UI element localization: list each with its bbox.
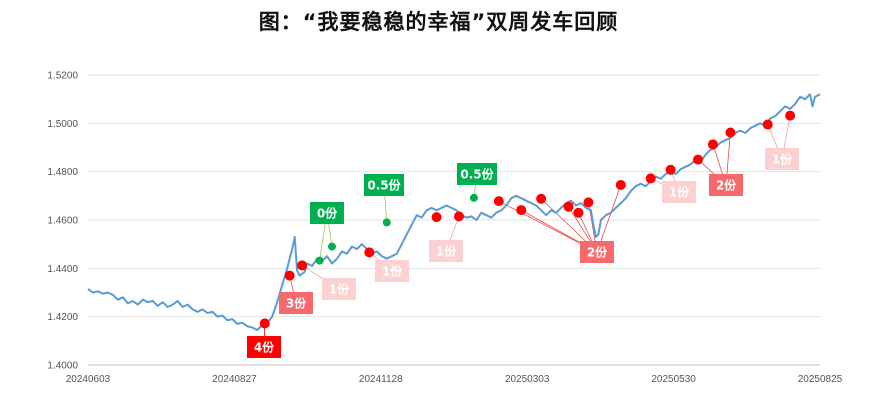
- buy-marker: [693, 154, 703, 165]
- buy-marker: [615, 179, 626, 190]
- buy-marker: [583, 197, 594, 208]
- y-tick-label: 1.5000: [47, 119, 78, 130]
- x-tick-label: 20240827: [212, 374, 257, 385]
- buy-marker: [645, 173, 656, 184]
- chart-title: 图：“我要稳稳的幸福”双周发车回顾: [258, 10, 619, 34]
- annotation-box: [310, 202, 344, 224]
- y-tick-label: 1.5200: [47, 71, 78, 82]
- annotation-label: 0.5份: [367, 178, 401, 193]
- buy-marker: [453, 211, 464, 222]
- annotation-box: [279, 292, 313, 314]
- annotation-label: 1份: [772, 152, 793, 167]
- y-tick-label: 1.4800: [47, 167, 78, 178]
- annotation-label: 4份: [254, 340, 275, 355]
- buy-marker: [493, 196, 504, 207]
- sell-marker: [469, 193, 478, 202]
- x-tick-label: 20240603: [66, 374, 111, 385]
- annotation-label: 1份: [436, 244, 457, 259]
- annotation-label: 2份: [716, 178, 737, 193]
- x-tick-label: 20241128: [359, 374, 403, 385]
- x-tick-label: 20250825: [798, 374, 843, 385]
- annotation-leader: [596, 184, 622, 253]
- buy-marker: [573, 207, 584, 218]
- buy-marker: [364, 247, 375, 258]
- buy-marker: [431, 212, 442, 223]
- annotation-labels: 4份 3份 1份 0份 1份 0.5份 1份 0.5份 2份 1份 2份 1份: [247, 148, 799, 358]
- annotation-box: [709, 174, 743, 196]
- sell-marker: [382, 218, 391, 227]
- series-line: [87, 93, 821, 331]
- sell-marker: [328, 242, 336, 251]
- annotation-label: 0份: [317, 206, 338, 221]
- buy-marker: [725, 127, 736, 138]
- buy-marker: [259, 318, 270, 329]
- x-tick-label: 20250303: [505, 374, 550, 385]
- buy-marker: [707, 139, 718, 150]
- buy-marker: [665, 164, 676, 175]
- annotation-label: 1份: [382, 264, 403, 279]
- annotation-label: 0.5份: [460, 167, 494, 182]
- annotation-box: [662, 181, 696, 203]
- x-tick-label: 20250530: [651, 374, 696, 385]
- grid-lines: [88, 74, 820, 366]
- x-axis-ticks: 20240603 20240827 20241128 20250303 20250530…: [66, 364, 843, 385]
- buy-marker: [297, 260, 308, 271]
- y-axis-ticks: 1.4000 1.4200 1.4400 1.4600 1.4800 1.5000 1.52…: [47, 71, 78, 372]
- annotation-box: [247, 336, 281, 358]
- annotation-box: [375, 260, 409, 282]
- y-tick-label: 1.4200: [47, 312, 78, 323]
- annotation-box: [322, 278, 356, 300]
- annotation-box: [429, 240, 463, 262]
- trade-markers: [259, 110, 796, 329]
- buy-marker: [762, 119, 773, 130]
- nav-line: [87, 93, 821, 331]
- y-tick-label: 1.4600: [47, 216, 78, 227]
- annotation-label: 1份: [329, 282, 350, 297]
- y-tick-label: 1.4400: [47, 264, 78, 275]
- annotation-box: [457, 163, 497, 185]
- annotation-box: [364, 174, 404, 196]
- annotation-label: 2份: [587, 245, 608, 260]
- annotation-label: 3份: [286, 296, 307, 311]
- buy-marker: [563, 201, 574, 212]
- annotation-box: [765, 148, 799, 170]
- buy-marker: [516, 205, 527, 216]
- y-tick-label: 1.4000: [47, 361, 78, 372]
- annotation-label: 1份: [669, 185, 690, 200]
- annotation-box: [580, 241, 614, 263]
- buy-marker: [536, 193, 547, 204]
- buy-marker: [785, 110, 796, 121]
- sell-marker: [315, 256, 324, 265]
- buy-marker: [284, 270, 295, 281]
